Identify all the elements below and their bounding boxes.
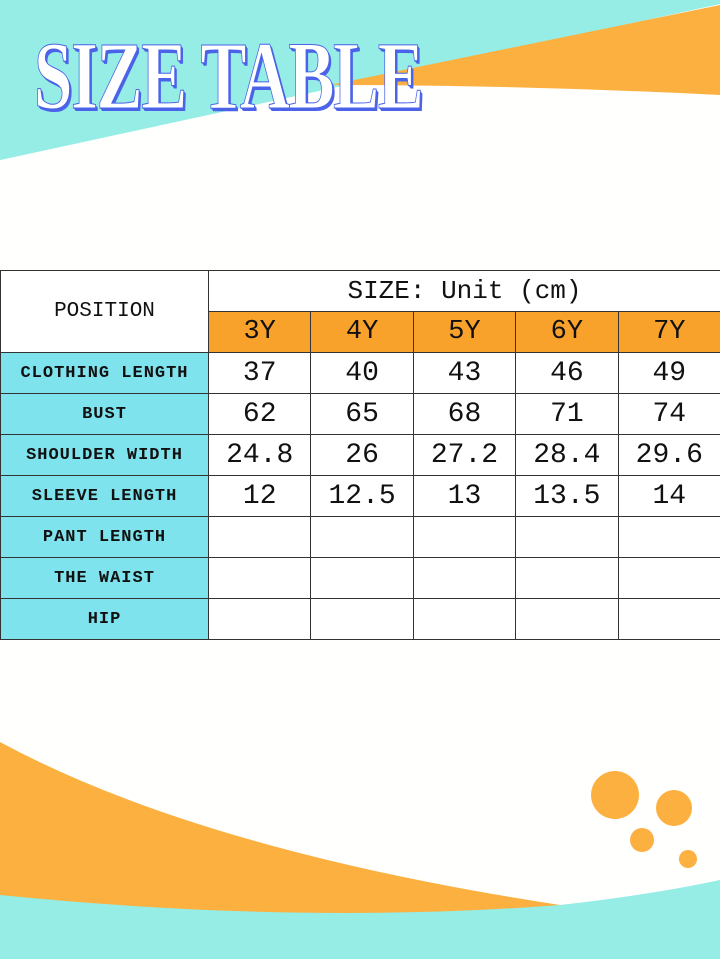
table-row: HIP [0, 598, 720, 640]
table-cell: 29.6 [617, 434, 720, 476]
table-cell [412, 557, 517, 599]
table-cell: 28.4 [515, 434, 619, 476]
table-cell [207, 516, 312, 558]
table-cell: 49 [617, 352, 720, 394]
table-cell: 24.8 [207, 434, 312, 476]
row-label: CLOTHING LENGTH [0, 352, 209, 394]
table-cell [515, 557, 619, 599]
table-cell [207, 557, 312, 599]
table-cell: 46 [515, 352, 619, 394]
decor-circle [679, 850, 697, 868]
decor-circle [630, 828, 654, 852]
table-cell [207, 598, 312, 640]
table-cell: 26 [310, 434, 414, 476]
table-cell: 14 [617, 475, 720, 517]
table-row: SLEEVE LENGTH 12 12.5 13 13.5 14 [0, 475, 720, 517]
table-cell [412, 516, 517, 558]
page-title: SIZE TABLE [34, 22, 425, 129]
table-cell [310, 598, 414, 640]
size-header-6y: 6Y [515, 311, 619, 353]
table-row: THE WAIST [0, 557, 720, 599]
table-cell [310, 516, 414, 558]
table-cell [617, 557, 720, 599]
table-cell: 43 [412, 352, 517, 394]
table-cell [617, 516, 720, 558]
size-table: POSITION SIZE: Unit (cm) 3Y 4Y 5Y 6Y 7Y CLOT… [0, 270, 720, 640]
size-header-5y: 5Y [412, 311, 517, 353]
table-cell [515, 598, 619, 640]
table-cell [310, 557, 414, 599]
table-cell [412, 598, 517, 640]
position-header: POSITION [0, 270, 209, 353]
unit-header: SIZE: Unit (cm) [208, 270, 720, 312]
table-cell: 40 [310, 352, 414, 394]
row-label: HIP [0, 598, 209, 640]
table-row: PANT LENGTH [0, 516, 720, 558]
table-cell: 13.5 [515, 475, 619, 517]
table-row: BUST 62 65 68 71 74 [0, 393, 720, 435]
table-row: CLOTHING LENGTH 37 40 43 46 49 [0, 352, 720, 394]
table-cell: 27.2 [412, 434, 517, 476]
row-label: SLEEVE LENGTH [0, 475, 209, 517]
table-cell [515, 516, 619, 558]
table-row: SHOULDER WIDTH 24.8 26 27.2 28.4 29.6 [0, 434, 720, 476]
table-cell [617, 598, 720, 640]
table-cell: 68 [412, 393, 517, 435]
bottom-orange-shape [0, 742, 720, 959]
row-label: PANT LENGTH [0, 516, 209, 558]
size-header-7y: 7Y [617, 311, 720, 353]
table-cell: 12.5 [310, 475, 414, 517]
table-cell: 37 [207, 352, 312, 394]
row-label: THE WAIST [0, 557, 209, 599]
table-cell: 65 [310, 393, 414, 435]
bottom-cyan-shape [0, 880, 720, 959]
size-header-4y: 4Y [310, 311, 414, 353]
decor-circle [656, 790, 692, 826]
top-orange-band [330, 5, 720, 95]
row-label: SHOULDER WIDTH [0, 434, 209, 476]
table-cell: 12 [207, 475, 312, 517]
row-label: BUST [0, 393, 209, 435]
table-cell: 13 [412, 475, 517, 517]
decor-circle [591, 771, 639, 819]
size-header-3y: 3Y [207, 311, 312, 353]
table-cell: 74 [617, 393, 720, 435]
table-cell: 71 [515, 393, 619, 435]
size-header-row: 3Y 4Y 5Y 6Y 7Y [1, 311, 720, 353]
table-cell: 62 [207, 393, 312, 435]
